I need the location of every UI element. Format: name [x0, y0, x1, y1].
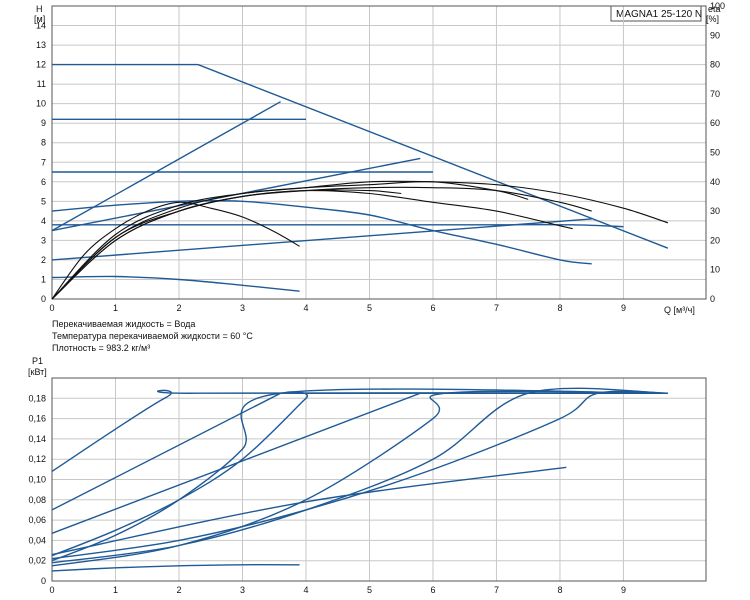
flow-tick-label: 3: [240, 303, 245, 313]
flow-tick-label: 4: [303, 303, 308, 313]
power-curve-4: [51, 388, 668, 562]
flow-tick-label: 8: [557, 303, 562, 313]
eta-tick-label: 30: [710, 206, 720, 216]
head-axis-label-1: H: [36, 4, 43, 14]
power-curve-6: [51, 390, 668, 560]
flow-tick-label: 5: [367, 303, 372, 313]
efficiency-curve-12: [51, 186, 592, 300]
flow-tick-label: 0: [49, 303, 54, 313]
efficiency-curve-10: [51, 189, 573, 300]
chart-title: MAGNA1 25-120 N: [616, 9, 702, 20]
head-tick-label: 2: [41, 255, 46, 265]
head-curve-6: [51, 101, 281, 232]
head-tick-label: 13: [36, 40, 46, 50]
eta-axis-label-1: eta: [708, 4, 721, 14]
head-tick-label: 11: [37, 79, 46, 89]
power-axis-label-1: P1: [32, 356, 43, 366]
head-curve-5: [51, 275, 300, 292]
efficiency-curve-11: [51, 180, 669, 300]
flow-tick-label: 2: [176, 303, 181, 313]
power-tick-label: 0: [41, 576, 46, 586]
eta-tick-label: 80: [710, 60, 720, 70]
bottom-flow-tick-label: 1: [113, 585, 118, 595]
bottom-flow-tick-label: 5: [367, 585, 372, 595]
bottom-plot-frame: [51, 377, 707, 582]
head-curve-0: [52, 63, 669, 249]
power-curve-8: [51, 390, 668, 567]
flow-tick-label: 7: [494, 303, 499, 313]
head-curve-3: [51, 200, 592, 265]
head-tick-label: 10: [36, 99, 46, 109]
power-tick-label: 0,16: [28, 414, 46, 424]
power-curve-9: [51, 564, 300, 572]
head-tick-label: 14: [36, 21, 46, 31]
info-line-1: Перекачиваемая жидкость = Вода: [52, 319, 195, 329]
bottom-flow-tick-label: 6: [430, 585, 435, 595]
eta-tick-label: 60: [710, 118, 720, 128]
power-tick-label: 0,18: [28, 393, 46, 403]
head-curve-8: [51, 218, 592, 261]
power-curve-5: [51, 391, 668, 557]
eta-tick-label: 40: [710, 177, 720, 187]
eta-tick-label: 50: [710, 148, 720, 158]
bottom-flow-tick-label: 4: [303, 585, 308, 595]
power-tick-label: 0,02: [28, 556, 46, 566]
efficiency-curve-9: [51, 201, 300, 300]
efficiency-curve-14: [51, 189, 402, 300]
power-tick-label: 0,10: [28, 475, 46, 485]
head-tick-label: 3: [41, 235, 46, 245]
power-curve-7: [51, 387, 668, 564]
power-curve-3: [51, 466, 567, 556]
bottom-flow-tick-label: 9: [621, 585, 626, 595]
head-tick-label: 7: [41, 157, 46, 167]
eta-tick-label: 10: [710, 265, 720, 275]
eta-axis-label-2: [%]: [706, 14, 719, 24]
head-tick-label: 12: [36, 60, 46, 70]
top-plot-frame: [51, 5, 707, 300]
eta-tick-label: 70: [710, 89, 720, 99]
power-axis-label-2: [кВт]: [28, 367, 47, 377]
efficiency-curve-13: [51, 181, 529, 300]
head-tick-label: 5: [41, 196, 46, 206]
eta-tick-label: 20: [710, 235, 720, 245]
head-tick-label: 6: [41, 177, 46, 187]
bottom-flow-tick-label: 7: [494, 585, 499, 595]
power-tick-label: 0,14: [28, 434, 46, 444]
head-curve-4: [52, 223, 624, 228]
power-tick-label: 0,08: [28, 495, 46, 505]
flow-tick-label: 1: [113, 303, 118, 313]
info-line-2: Температура перекачиваемой жидкости = 60…: [52, 331, 253, 341]
head-tick-label: 1: [41, 274, 46, 284]
head-tick-label: 9: [41, 118, 46, 128]
bottom-flow-tick-label: 3: [240, 585, 245, 595]
head-axis-label-2: [м]: [34, 14, 45, 24]
eta-tick-label: 0: [710, 294, 715, 304]
flow-tick-label: 9: [621, 303, 626, 313]
power-tick-label: 0,04: [28, 535, 46, 545]
info-line-3: Плотность = 983.2 кг/м³: [52, 343, 150, 353]
eta-tick-label: 100: [710, 1, 725, 11]
bottom-flow-tick-label: 0: [49, 585, 54, 595]
power-tick-label: 0,12: [28, 454, 46, 464]
head-tick-label: 4: [41, 216, 46, 226]
flow-axis-label: Q [м³/ч]: [664, 305, 695, 315]
power-tick-label: 0,06: [28, 515, 46, 525]
flow-tick-label: 6: [430, 303, 435, 313]
bottom-flow-tick-label: 8: [557, 585, 562, 595]
bottom-flow-tick-label: 2: [176, 585, 181, 595]
head-tick-label: 0: [41, 294, 46, 304]
head-tick-label: 8: [41, 138, 46, 148]
eta-tick-label: 90: [710, 30, 720, 40]
